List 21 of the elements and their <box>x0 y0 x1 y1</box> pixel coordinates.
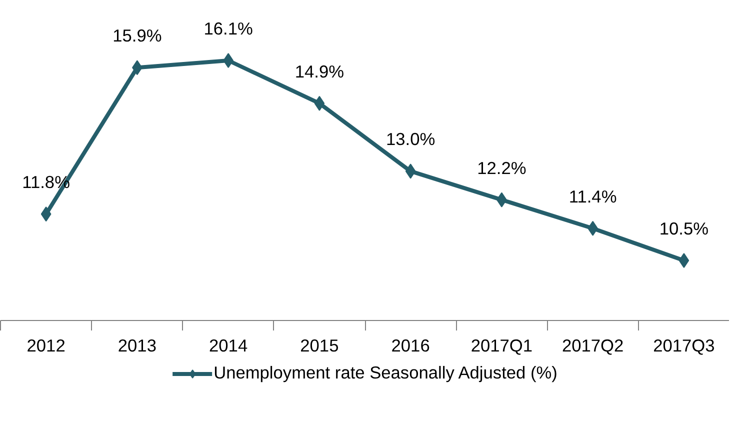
x-tick-label: 2017Q3 <box>653 336 715 356</box>
x-tick-label: 2012 <box>26 336 66 356</box>
point <box>405 164 416 179</box>
data-label: 10.5% <box>659 218 709 238</box>
point <box>314 96 325 111</box>
point <box>40 206 52 222</box>
point <box>223 53 234 68</box>
x-tick-label: 2017Q2 <box>562 336 624 356</box>
data-label: 12.2% <box>477 158 526 178</box>
x-tick-label: 2015 <box>300 336 339 356</box>
x-tick-label: 2014 <box>209 336 248 356</box>
legend-label: Unemployment rate Seasonally Adjusted (%) <box>214 362 558 384</box>
data-label: 13.0% <box>386 129 436 150</box>
x-tick-label: 2016 <box>391 336 430 356</box>
x-tick-label: 2017Q1 <box>470 336 533 356</box>
data-label: 15.9% <box>112 26 162 46</box>
point <box>678 253 690 268</box>
data-label: 11.4% <box>568 186 617 206</box>
data-label: 16.1% <box>204 18 253 38</box>
x-tick-label: 2013 <box>118 336 156 356</box>
data-label: 14.9% <box>294 61 344 82</box>
